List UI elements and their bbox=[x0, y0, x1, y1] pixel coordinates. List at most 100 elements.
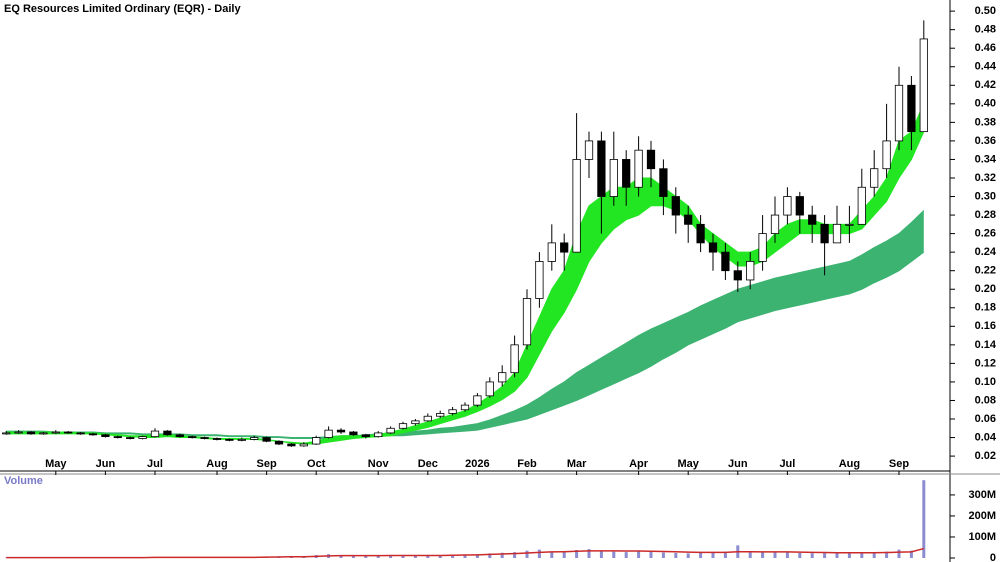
volume-bar bbox=[587, 549, 591, 558]
candle-body bbox=[324, 429, 333, 438]
volume-bar bbox=[451, 555, 455, 558]
y-tick-label: 0.26 bbox=[975, 228, 996, 240]
volume-bar bbox=[761, 552, 765, 558]
candle-body bbox=[386, 427, 395, 434]
volume-bar bbox=[562, 551, 566, 558]
volume-bar bbox=[885, 551, 889, 558]
y-tick-label: 0.34 bbox=[975, 153, 997, 165]
ribbon-upper bbox=[6, 210, 925, 439]
candle-body bbox=[76, 432, 85, 435]
x-tick-label: Apr bbox=[629, 458, 649, 470]
candle-body bbox=[138, 436, 147, 439]
volume-bar bbox=[674, 552, 678, 558]
candle-body bbox=[150, 430, 160, 438]
y-tick-label: 0.50 bbox=[975, 5, 996, 17]
x-tick-label: Aug bbox=[839, 458, 860, 470]
candle-body bbox=[188, 436, 197, 439]
candle-body bbox=[609, 159, 618, 197]
candle-body bbox=[832, 223, 842, 244]
volume-bar bbox=[339, 555, 343, 558]
candle-body bbox=[349, 431, 358, 436]
candle-body bbox=[758, 233, 767, 262]
y-tick-label: 0.22 bbox=[975, 265, 996, 277]
volume-bar bbox=[438, 555, 442, 558]
volume-bar bbox=[525, 550, 529, 558]
y-tick-label: 0.48 bbox=[975, 24, 996, 36]
volume-average bbox=[6, 547, 924, 559]
y-tick-label: 0.28 bbox=[975, 209, 996, 221]
volume-bar bbox=[810, 553, 814, 558]
candle-body bbox=[101, 434, 110, 438]
x-tick-label: May bbox=[45, 458, 67, 470]
volume-bar bbox=[835, 553, 839, 558]
y-tick-label: 0.08 bbox=[975, 394, 996, 406]
ribbon-lower bbox=[6, 131, 925, 445]
y-tick-label: 0.02 bbox=[975, 450, 996, 462]
candle-body bbox=[870, 168, 879, 188]
volume-bar bbox=[723, 551, 727, 558]
volume-bar bbox=[351, 555, 355, 558]
candle-body bbox=[547, 242, 556, 262]
y-tick-label: 0.30 bbox=[975, 190, 996, 202]
candle-body bbox=[597, 140, 606, 197]
candle-body bbox=[299, 443, 308, 447]
candle-body bbox=[436, 413, 445, 417]
y-tick-label: 0.42 bbox=[975, 79, 996, 91]
candle-body bbox=[64, 431, 73, 434]
candle-body bbox=[200, 437, 209, 439]
x-tick-label: 2026 bbox=[465, 458, 489, 470]
candle-body bbox=[820, 223, 829, 244]
candle-body bbox=[163, 430, 172, 436]
candle-body bbox=[448, 409, 457, 414]
candle-body bbox=[795, 196, 804, 216]
y-tick-label: 0.46 bbox=[975, 42, 996, 54]
x-tick-label: Nov bbox=[368, 458, 390, 470]
candle-body bbox=[721, 251, 730, 272]
candle-body bbox=[857, 186, 866, 225]
price-panel: 0.02 0.04 0.06 0.08 0.10 0.12 0.14 0.16 0.18 0.20… bbox=[2, 5, 997, 475]
candle-body bbox=[783, 196, 792, 216]
volume-bar bbox=[475, 554, 479, 558]
candle-body bbox=[374, 432, 383, 438]
candle-body bbox=[845, 223, 854, 226]
candle-body bbox=[498, 372, 507, 383]
candle-body bbox=[919, 38, 928, 133]
volume-bar bbox=[785, 552, 789, 558]
candle-body bbox=[535, 261, 544, 299]
x-tick-label: Aug bbox=[206, 458, 227, 470]
x-tick-label: Feb bbox=[517, 458, 537, 470]
x-tick-label: Sep bbox=[257, 458, 277, 470]
volume-bar bbox=[624, 552, 628, 558]
candle-body bbox=[26, 431, 36, 435]
volume-bar bbox=[513, 552, 517, 558]
candle-body bbox=[671, 196, 680, 216]
volume-bar bbox=[376, 555, 380, 558]
volume-bar bbox=[661, 552, 665, 558]
volume-panel: 0 100M 200M 300M bbox=[4, 480, 996, 562]
candle-body bbox=[175, 434, 184, 438]
volume-bar bbox=[823, 552, 827, 558]
candle-body bbox=[88, 433, 98, 436]
volume-bar bbox=[575, 550, 579, 558]
volume-bar bbox=[909, 550, 913, 558]
candle-body bbox=[907, 84, 916, 133]
y-tick-label: 0.12 bbox=[975, 357, 996, 369]
volume-bar bbox=[599, 550, 603, 558]
volume-bar bbox=[426, 555, 430, 558]
chart-title: EQ Resources Limited Ordinary (EQR) - Da… bbox=[4, 3, 241, 15]
volume-bar bbox=[711, 552, 715, 558]
x-tick-label: Sep bbox=[889, 458, 909, 470]
candle-body bbox=[14, 431, 23, 434]
y-tick-label: 0.20 bbox=[975, 283, 996, 295]
volume-bar bbox=[401, 555, 405, 558]
y-tick-label: 0.24 bbox=[975, 246, 997, 258]
candle-body bbox=[882, 140, 891, 170]
volume-bar bbox=[550, 551, 554, 558]
y-tick-label: 0.44 bbox=[975, 61, 997, 73]
volume-bar bbox=[897, 549, 901, 558]
candle-body bbox=[212, 438, 222, 440]
candle-body bbox=[237, 439, 246, 441]
candle-body bbox=[51, 431, 60, 434]
volume-bar bbox=[922, 480, 926, 558]
candle-body bbox=[2, 432, 11, 435]
